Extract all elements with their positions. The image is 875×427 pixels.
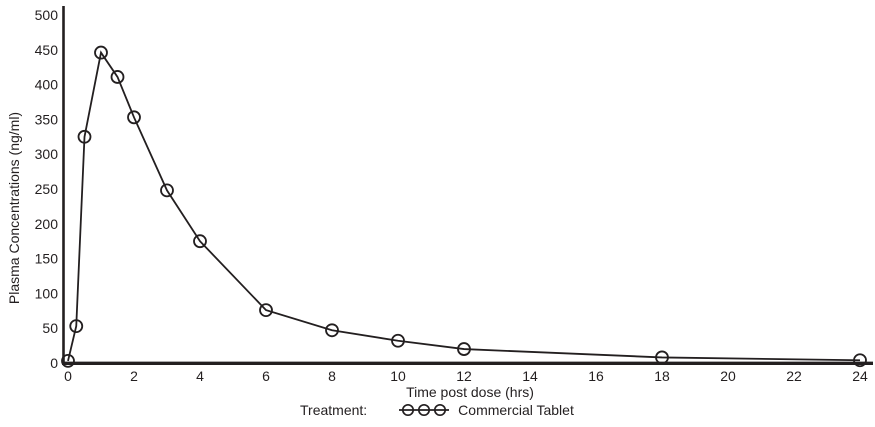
data-series-line (67, 50, 861, 362)
x-tick-label: 6 (262, 368, 270, 384)
data-point-marker (259, 303, 273, 318)
y-tick-label: 450 (35, 42, 59, 58)
x-tick-label: 16 (588, 368, 604, 384)
y-tick-label: 0 (50, 355, 58, 371)
data-point-marker (193, 234, 207, 249)
legend-series-label: Commercial Tablet (458, 402, 574, 418)
data-point-marker (160, 183, 174, 198)
y-tick-label: 200 (35, 216, 59, 232)
legend-marker-icon (399, 403, 450, 417)
data-point-marker (94, 45, 108, 60)
y-tick-label: 50 (42, 320, 58, 336)
y-tick-label: 500 (35, 7, 59, 23)
data-point-marker (853, 353, 867, 368)
y-tick-label: 150 (35, 251, 59, 267)
data-point-marker (127, 110, 141, 125)
data-point-marker (391, 333, 405, 348)
legend-treatment-label: Treatment: (300, 402, 368, 418)
x-tick-label: 20 (720, 368, 736, 384)
legend-circle (434, 403, 447, 417)
data-point-marker (457, 342, 471, 356)
data-point-marker (325, 323, 339, 338)
legend: Treatment: Commercial Tablet (300, 402, 574, 418)
data-point-marker (110, 70, 125, 84)
x-tick-label: 12 (456, 368, 472, 384)
y-tick-label: 400 (35, 77, 59, 93)
data-point-marker (77, 129, 92, 144)
data-point-marker (69, 319, 84, 334)
x-tick-label: 10 (390, 368, 406, 384)
data-point-marker (61, 354, 75, 368)
legend-circle (418, 403, 431, 417)
x-tick-label: 22 (786, 368, 802, 384)
y-tick-label: 350 (35, 111, 59, 127)
x-tick-label: 2 (130, 368, 138, 384)
y-tick-label: 250 (35, 181, 59, 197)
x-tick-label: 4 (196, 368, 204, 384)
x-tick-label: 24 (852, 368, 868, 384)
y-tick-label: 100 (35, 285, 59, 301)
x-tick-label: 8 (328, 368, 336, 384)
legend-circle (402, 403, 415, 417)
data-point-marker (655, 350, 669, 365)
x-tick-label: 0 (64, 368, 72, 384)
x-tick-label: 14 (522, 368, 538, 384)
y-tick-label: 300 (35, 146, 59, 162)
x-tick-label: 18 (654, 368, 670, 384)
x-axis-title: Time post dose (hrs) (406, 384, 534, 400)
